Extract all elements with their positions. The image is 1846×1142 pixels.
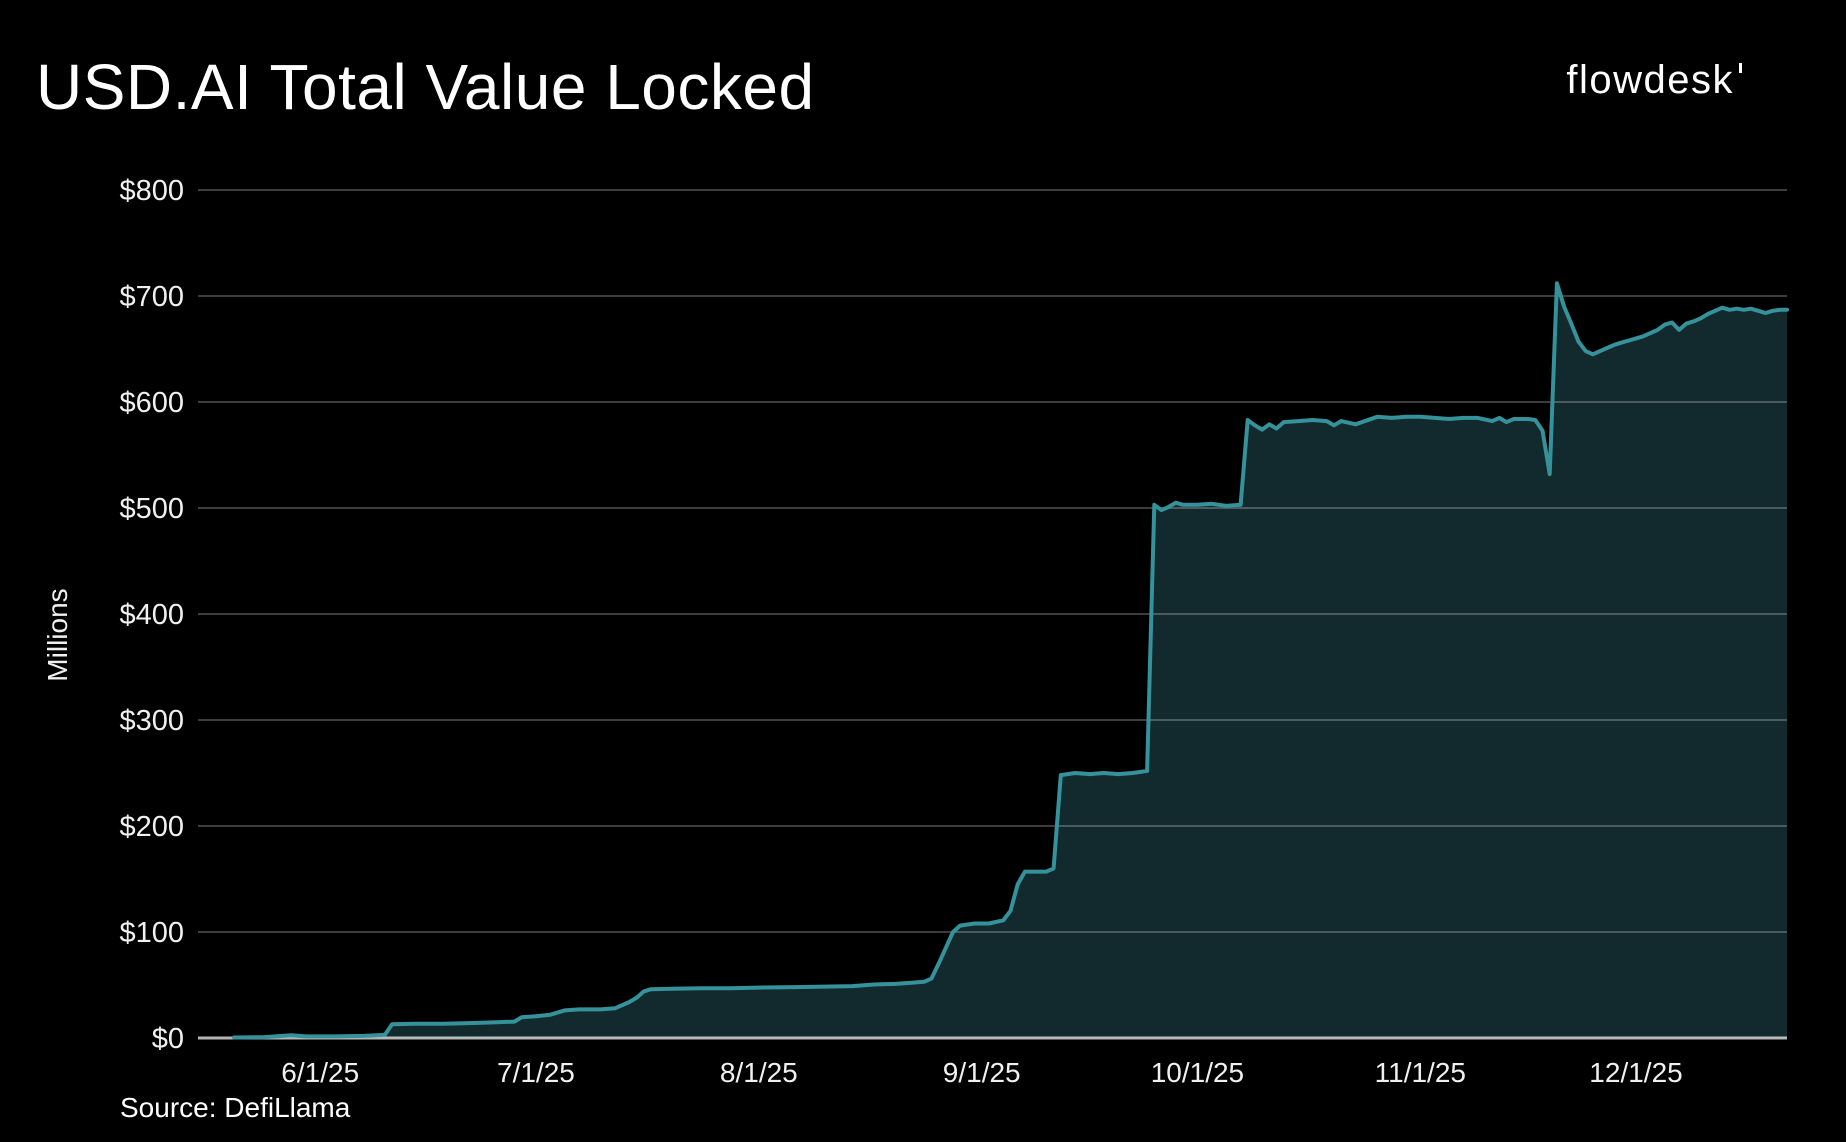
logo-trademark-tick — [1739, 63, 1742, 73]
y-tick-label: $100 — [119, 917, 184, 949]
y-tick-label: $500 — [119, 493, 184, 525]
y-tick-label: $800 — [119, 175, 184, 207]
x-tick-label: 12/1/25 — [1589, 1057, 1682, 1088]
y-tick-label: $400 — [119, 599, 184, 631]
x-tick-label: 10/1/25 — [1151, 1057, 1244, 1088]
x-tick-labels: 6/1/25 7/1/25 8/1/25 9/1/25 10/1/25 11/1/25 12… — [281, 1057, 1682, 1088]
y-tick-labels: $0 $100 $200 $300 $400 $500 $600 $700 $800 — [119, 175, 184, 1055]
x-tick-label: 9/1/25 — [943, 1057, 1021, 1088]
x-tick-label: 11/1/25 — [1375, 1057, 1466, 1088]
flowdesk-logo-text: flowdesk — [1566, 58, 1734, 102]
data-line-layer — [232, 281, 1789, 1040]
source-credit: Source: DefiLlama — [120, 1092, 351, 1123]
y-tick-label: $700 — [119, 281, 184, 313]
tvl-line — [232, 281, 1789, 1040]
x-tick-label: 7/1/25 — [497, 1057, 575, 1088]
x-tick-label: 8/1/25 — [720, 1057, 798, 1088]
y-axis-title: Millions — [42, 588, 73, 681]
y-tick-label: $600 — [119, 387, 184, 419]
x-tick-label: 6/1/25 — [281, 1057, 359, 1088]
page-title: USD.AI Total Value Locked — [36, 51, 815, 123]
y-tick-label: $0 — [152, 1023, 184, 1055]
y-tick-label: $300 — [119, 705, 184, 737]
area-fill-layer — [234, 283, 1787, 1038]
area-fill — [234, 283, 1787, 1038]
flowdesk-logo: flowdesk — [1566, 58, 1742, 103]
gridlines-layer — [198, 189, 1787, 1040]
y-tick-label: $200 — [119, 811, 184, 843]
